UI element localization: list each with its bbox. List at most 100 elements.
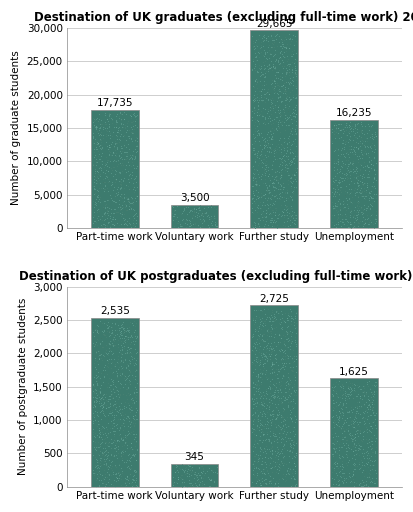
Point: [123, 150, 130, 158]
Point: [199, 468, 205, 477]
Point: [249, 116, 256, 124]
Point: [350, 442, 356, 450]
Point: [289, 179, 296, 187]
Point: [115, 431, 122, 439]
Point: [110, 213, 116, 221]
Point: [111, 215, 118, 223]
Point: [120, 161, 126, 169]
Point: [99, 356, 105, 364]
Point: [266, 453, 273, 461]
Point: [117, 330, 124, 338]
Point: [116, 326, 122, 334]
Point: [93, 166, 100, 175]
Point: [268, 419, 274, 427]
Point: [103, 327, 110, 335]
Point: [361, 388, 367, 396]
Point: [257, 204, 264, 212]
Point: [280, 84, 286, 92]
Point: [256, 345, 263, 353]
Point: [261, 364, 268, 372]
Point: [266, 169, 272, 178]
Point: [275, 433, 282, 441]
Point: [132, 136, 139, 144]
Point: [258, 175, 264, 183]
Point: [285, 171, 291, 179]
Point: [331, 223, 337, 231]
Point: [259, 404, 265, 412]
Point: [368, 397, 374, 406]
Point: [132, 419, 139, 427]
Point: [343, 118, 350, 126]
Point: [102, 461, 109, 469]
Point: [113, 403, 119, 411]
Point: [114, 401, 120, 409]
Point: [254, 78, 261, 87]
Point: [282, 202, 289, 210]
Point: [363, 181, 370, 189]
Point: [269, 308, 275, 316]
Point: [131, 452, 138, 460]
Point: [355, 193, 361, 201]
Point: [290, 362, 297, 371]
Point: [332, 127, 339, 136]
Point: [286, 211, 292, 220]
Point: [253, 152, 260, 160]
Point: [283, 164, 290, 172]
Point: [114, 118, 120, 126]
Point: [250, 355, 257, 364]
Point: [331, 178, 338, 186]
Point: [258, 349, 264, 357]
Point: [349, 431, 356, 439]
Point: [349, 454, 355, 462]
Point: [256, 334, 263, 343]
Point: [278, 194, 285, 202]
Point: [288, 328, 295, 336]
Point: [124, 343, 131, 351]
Point: [119, 357, 126, 366]
Point: [131, 367, 138, 375]
Point: [90, 451, 96, 459]
Point: [268, 329, 274, 337]
Point: [357, 188, 364, 196]
Point: [291, 69, 298, 77]
Point: [258, 97, 265, 105]
Point: [341, 391, 348, 399]
Point: [254, 161, 261, 169]
Point: [90, 381, 97, 389]
Point: [280, 441, 287, 449]
Point: [131, 220, 137, 228]
Point: [335, 401, 342, 409]
Point: [282, 69, 289, 77]
Point: [95, 463, 102, 471]
Point: [199, 211, 206, 220]
Point: [117, 109, 123, 117]
Point: [121, 477, 128, 485]
Point: [251, 105, 258, 114]
Point: [285, 398, 291, 406]
Point: [276, 185, 283, 193]
Point: [91, 429, 98, 437]
Point: [275, 411, 281, 419]
Point: [366, 421, 373, 430]
Point: [114, 145, 120, 153]
Point: [91, 145, 97, 153]
Point: [208, 214, 214, 222]
Point: [99, 327, 105, 335]
Point: [257, 44, 264, 52]
Point: [133, 468, 139, 477]
Point: [356, 169, 362, 178]
Point: [130, 359, 137, 368]
Point: [95, 387, 102, 395]
Point: [264, 467, 271, 475]
Point: [260, 479, 266, 487]
Point: [269, 220, 275, 228]
Point: [266, 404, 273, 413]
Point: [109, 412, 115, 420]
Point: [126, 221, 133, 229]
Point: [292, 82, 299, 90]
Point: [343, 424, 350, 433]
Point: [97, 459, 103, 467]
Point: [128, 443, 135, 451]
Point: [275, 120, 281, 128]
Point: [125, 155, 132, 163]
